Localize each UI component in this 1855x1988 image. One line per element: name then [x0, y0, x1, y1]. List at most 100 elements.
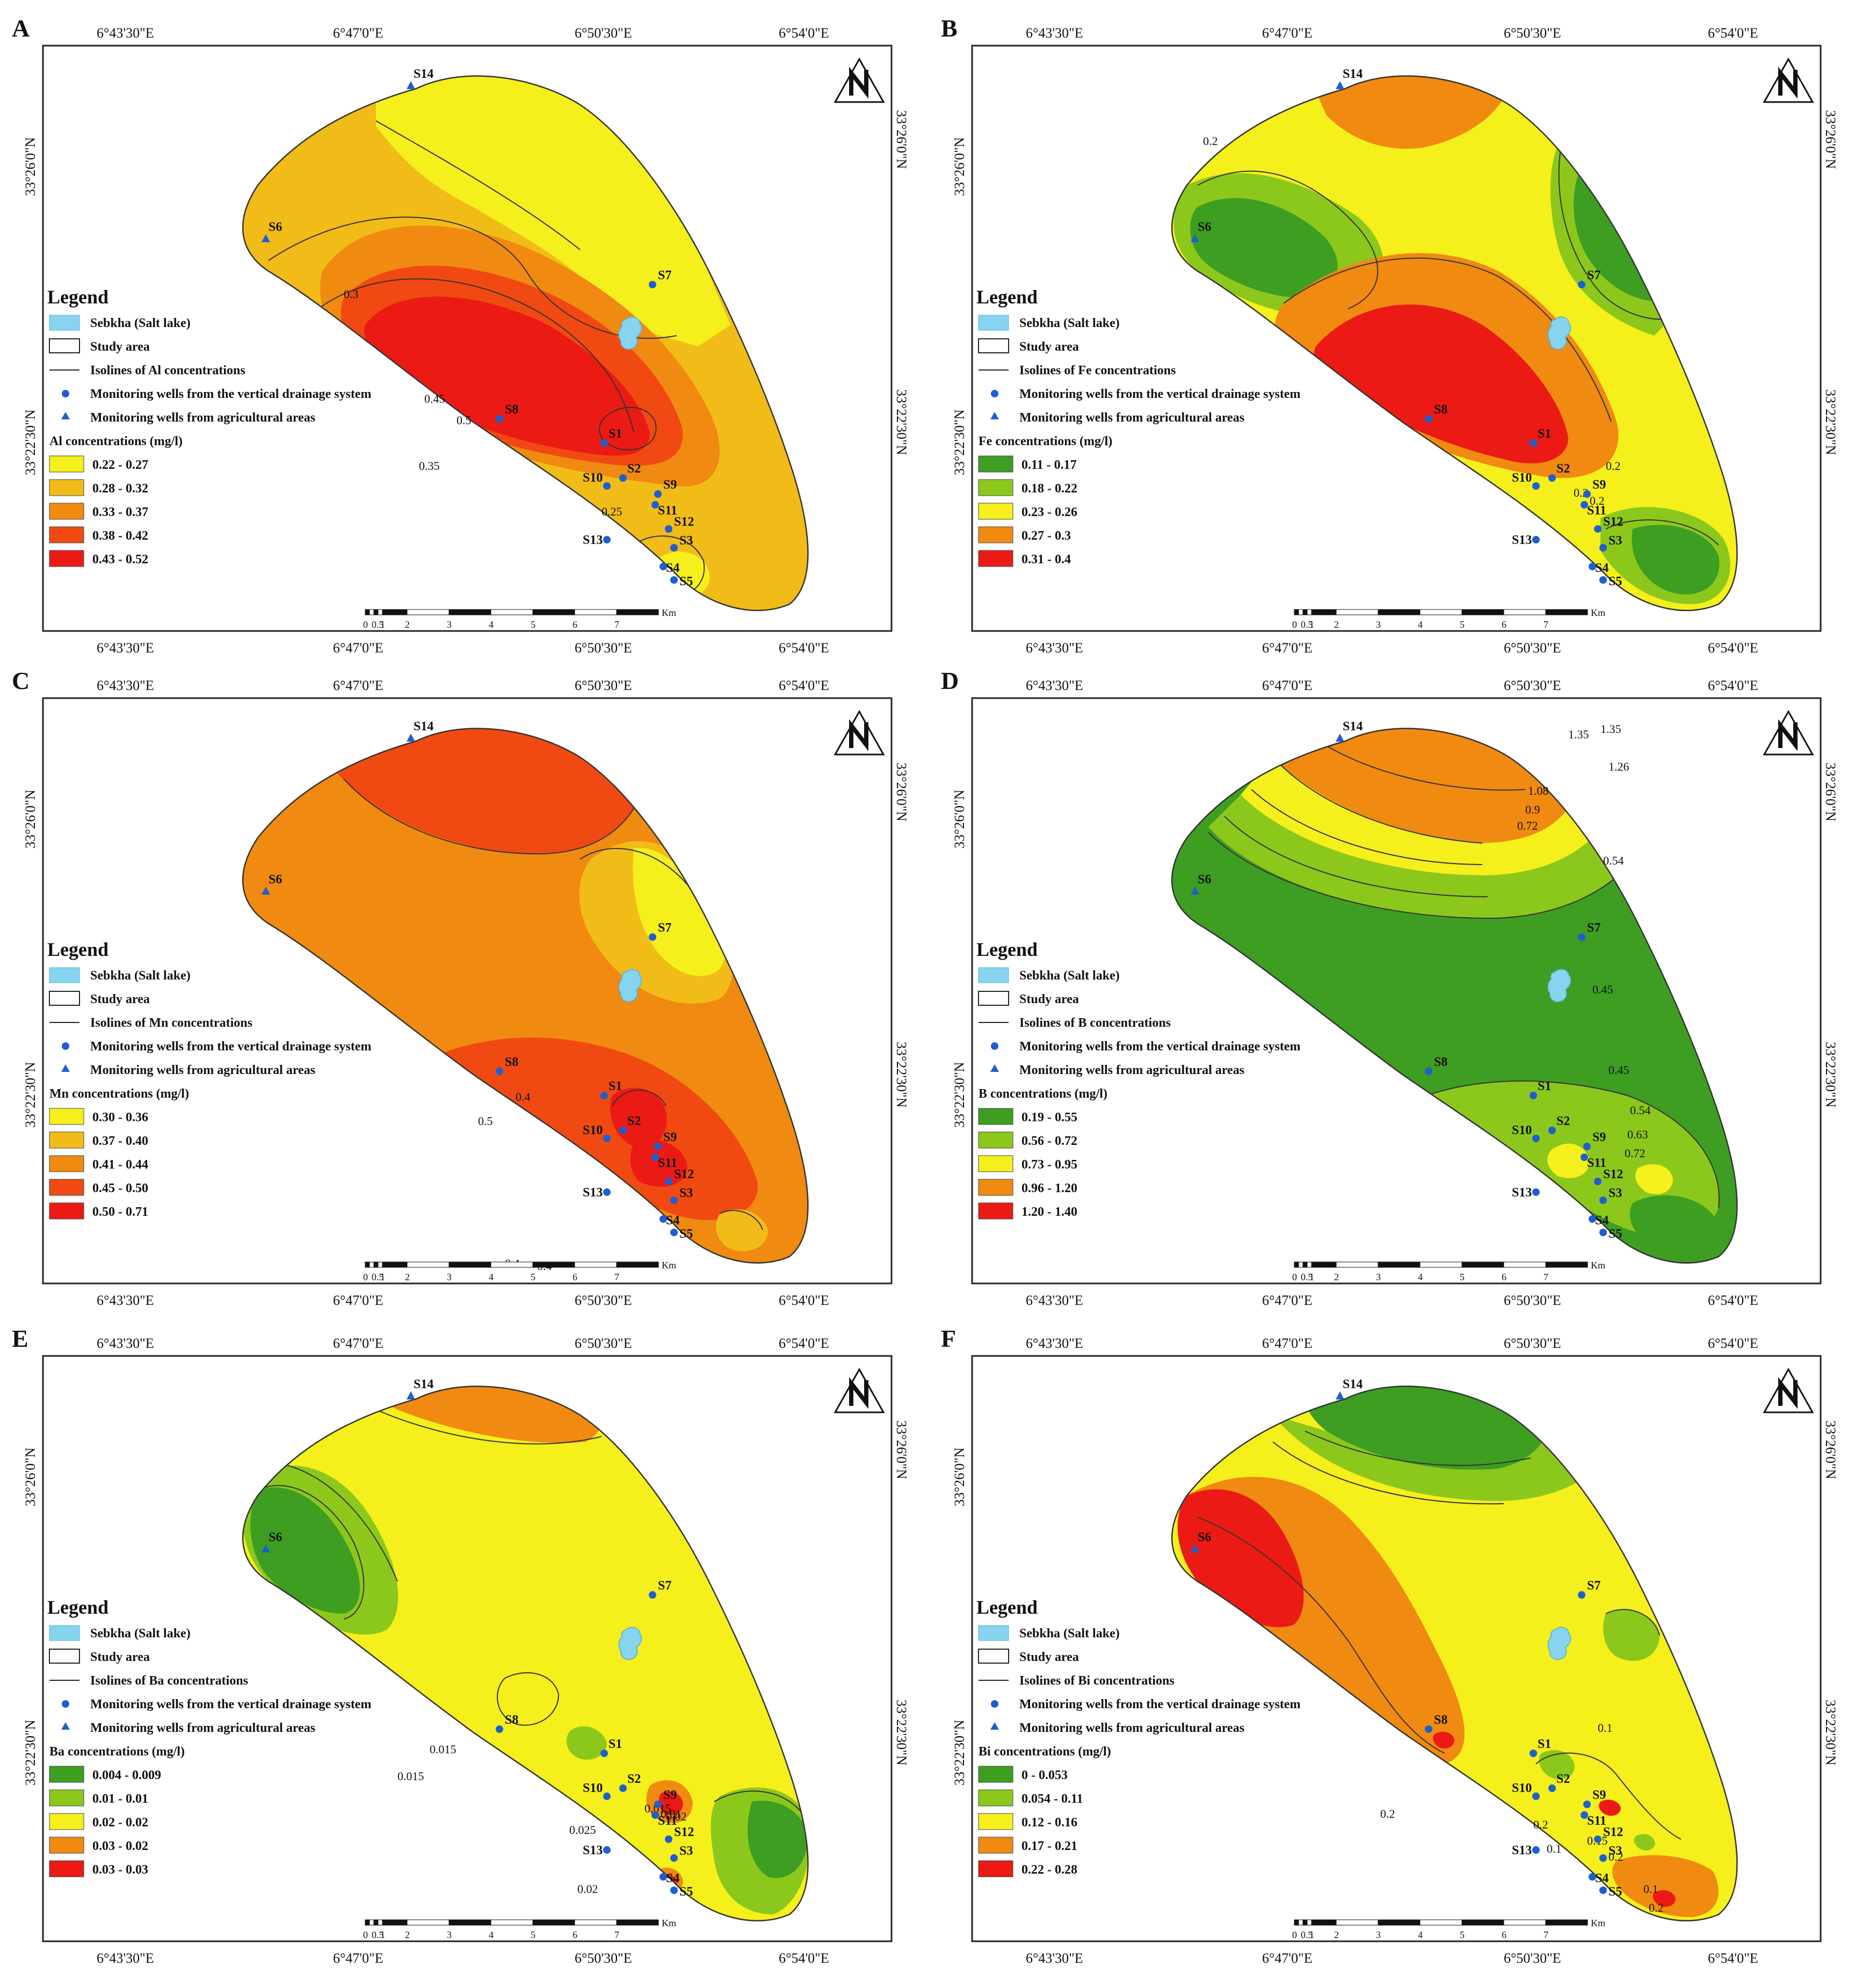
well-label: S1 — [608, 427, 622, 441]
lat-label-left: 33°26'0"N — [952, 1447, 967, 1506]
isoline — [714, 1790, 806, 1818]
well-label: S10 — [1512, 471, 1532, 485]
well-label: S8 — [505, 1713, 518, 1727]
scale-tick: 6 — [573, 1929, 577, 1940]
well-label: S3 — [1608, 534, 1622, 548]
isoline-label: 0.1 — [1598, 1721, 1613, 1735]
panel-label: E — [12, 1325, 28, 1352]
well-label: S9 — [663, 1788, 677, 1802]
lon-label-bottom: 6°54'0"E — [1708, 640, 1758, 656]
scale-tick: 6 — [1502, 1929, 1506, 1940]
lon-label-top: 6°50'30"E — [1504, 1336, 1561, 1351]
scale-tick: 0 — [1292, 1929, 1297, 1940]
study-area-outline — [1171, 1385, 1738, 1921]
concentration-zone — [716, 1209, 768, 1251]
legend-class-swatch — [49, 1131, 84, 1149]
sebkha-salt-lake — [618, 1627, 642, 1660]
agricultural-well-marker — [1191, 234, 1199, 242]
legend-class-label: 0.03 - 0.03 — [92, 1863, 148, 1877]
well-label: S11 — [658, 504, 677, 518]
legend-class-swatch — [978, 1131, 1013, 1149]
scale-segment — [616, 1919, 659, 1926]
lat-label-left: 33°26'0"N — [952, 137, 967, 196]
agricultural-well-marker — [407, 734, 415, 742]
legend-conc-title: Fe concentrations (mg/l) — [979, 434, 1112, 448]
scale-tick: 4 — [489, 619, 494, 630]
scale-tick: 3 — [447, 619, 452, 630]
scale-tick: 4 — [1418, 1929, 1423, 1940]
concentration-zone — [250, 1487, 360, 1614]
scale-segment — [1298, 609, 1303, 615]
lat-label-right: 33°26'0"N — [1823, 1420, 1838, 1479]
lat-label-left: 33°22'30"N — [952, 1719, 967, 1786]
scale-segment — [1307, 1919, 1312, 1926]
drainage-well-marker — [670, 576, 678, 584]
drainage-well-marker — [1532, 536, 1540, 543]
legend-class-swatch — [49, 1813, 84, 1830]
map-panel-b: B 6°43'30"E 6°43'30"E 6°47'0"E 6°47'0"E 6°50'… — [941, 14, 1838, 656]
map-panel-f: F 6°43'30"E 6°43'30"E 6°47'0"E 6°47'0"E 6°50'… — [941, 1325, 1838, 1966]
scale-segment — [1311, 609, 1337, 615]
well-label: S11 — [1587, 504, 1606, 518]
drainage-well-marker — [654, 1143, 662, 1150]
lon-label-top: 6°54'0"E — [779, 1336, 829, 1351]
scale-segment — [369, 1261, 374, 1268]
isoline-label: 0.54 — [1603, 854, 1624, 867]
agricultural-well-marker — [1336, 734, 1344, 742]
drainage-well-marker — [1599, 576, 1607, 584]
scale-tick: 1 — [1309, 619, 1314, 630]
well-label: S6 — [1198, 220, 1211, 234]
scale-tick: 2 — [1334, 1272, 1339, 1282]
well-label: S14 — [414, 67, 433, 81]
lon-label-top: 6°54'0"E — [779, 678, 829, 693]
isoline-label: 0.45 — [1608, 1063, 1629, 1077]
isoline — [1197, 1517, 1445, 1754]
well-label: S13 — [583, 533, 603, 547]
isoline — [1605, 519, 1719, 546]
scale-segment — [448, 1919, 491, 1926]
panel-label: B — [941, 14, 958, 42]
legend-class-label: 0.004 - 0.009 — [92, 1768, 161, 1782]
isoline-label: 0.45 — [1592, 983, 1613, 996]
scale-segment — [407, 1261, 450, 1268]
scale-segment — [490, 1919, 533, 1926]
scale-tick: 4 — [489, 1272, 494, 1282]
legend-drainage-marker — [991, 1700, 998, 1708]
concentration-zones — [1172, 1386, 1737, 1921]
north-arrow-icon — [1763, 1367, 1814, 1413]
scale-segment — [1545, 1919, 1588, 1926]
drainage-well-marker — [1599, 1229, 1607, 1236]
scale-segment — [382, 1919, 408, 1926]
isoline-label: 0.5 — [456, 413, 472, 427]
legend-class-swatch — [978, 455, 1013, 473]
concentration-zone — [1603, 1609, 1660, 1661]
lon-label-bottom: 6°47'0"E — [1262, 1950, 1313, 1966]
concentration-zone — [1433, 1731, 1454, 1749]
scale-segment — [373, 1919, 379, 1926]
lon-label-top: 6°50'30"E — [1504, 25, 1561, 41]
scale-segment — [1294, 609, 1299, 615]
legend-class-swatch — [978, 1202, 1013, 1220]
well-label: S11 — [1587, 1814, 1606, 1828]
legend-conc-title: Mn concentrations (mg/l) — [49, 1087, 189, 1101]
scale-tick: 0 — [363, 1272, 368, 1282]
lon-label-bottom: 6°43'30"E — [97, 640, 154, 656]
scale-bar: 0 0.51 2 3 4 5 6 7 Km — [363, 1260, 676, 1282]
drainage-well-marker — [1599, 1887, 1607, 1894]
well-label: S9 — [1592, 478, 1606, 492]
legend-title: Legend — [47, 939, 108, 960]
drainage-well-marker — [1589, 1215, 1596, 1223]
isoline — [375, 1409, 602, 1445]
well-label: S2 — [1556, 1772, 1570, 1786]
scale-tick: 0.5 — [1301, 1929, 1313, 1940]
lon-label-bottom: 6°54'0"E — [779, 640, 829, 656]
lat-label-left: 33°26'0"N — [952, 789, 967, 848]
well-label: S1 — [608, 1737, 622, 1751]
concentration-zone — [1273, 1386, 1617, 1501]
lat-label-right: 33°26'0"N — [894, 763, 909, 822]
north-arrow-icon — [1763, 709, 1814, 756]
well-label: S6 — [269, 873, 282, 887]
drainage-well-marker — [670, 1854, 678, 1862]
agricultural-well-marker — [407, 1391, 415, 1399]
scale-tick: 3 — [447, 1929, 452, 1940]
